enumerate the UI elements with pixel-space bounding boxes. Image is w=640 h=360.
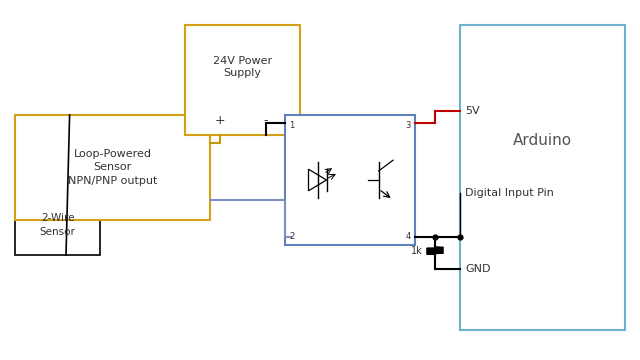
Text: Digital Input Pin: Digital Input Pin [465, 188, 554, 198]
Text: 24V Power
Supply: 24V Power Supply [213, 56, 272, 78]
Text: +: + [214, 114, 225, 127]
Bar [460, 25, 625, 330]
Text: 2-Wire
Sensor: 2-Wire Sensor [40, 213, 76, 237]
Text: 2: 2 [289, 232, 294, 241]
Text: 3: 3 [406, 121, 411, 130]
Bar [15, 195, 100, 255]
Text: -: - [263, 114, 268, 127]
Bar [185, 25, 300, 135]
Text: Arduino: Arduino [513, 134, 572, 148]
Bar [285, 115, 415, 245]
Bar [15, 115, 210, 220]
Text: 5V: 5V [465, 106, 479, 116]
Text: GND: GND [465, 264, 490, 274]
Text: 1k: 1k [412, 246, 423, 256]
Text: Loop-Powered
Sensor
NPN/PNP output: Loop-Powered Sensor NPN/PNP output [68, 149, 157, 186]
Text: 1: 1 [289, 121, 294, 130]
Text: 4: 4 [406, 232, 411, 241]
